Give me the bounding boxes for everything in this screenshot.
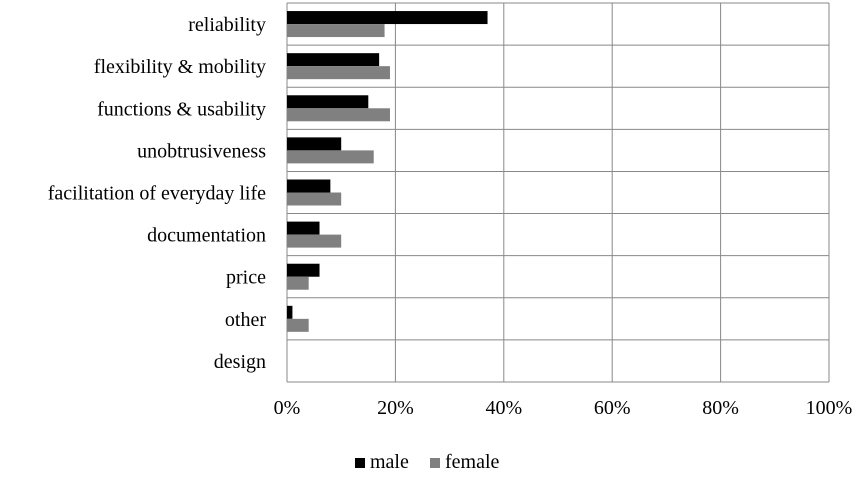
category-label: design [214, 351, 266, 373]
legend-label-female: female [445, 451, 500, 473]
bar-female [287, 192, 342, 206]
category-label: facilitation of everyday life [48, 183, 266, 205]
bar-male [287, 221, 320, 235]
grid [286, 2, 830, 383]
bar-male [287, 53, 380, 67]
x-tick-label: 0% [274, 397, 301, 419]
bar-female [287, 108, 390, 122]
category-label: functions & usability [97, 98, 266, 120]
x-tick-label: 100% [806, 397, 853, 419]
x-axis-tick-labels: 0% 20% 40% 60% 80% 100% [274, 397, 853, 419]
category-label: other [225, 309, 266, 331]
bar-male [287, 11, 488, 25]
bar-female [287, 150, 374, 164]
bar-male [287, 263, 320, 277]
x-tick-label: 60% [594, 397, 631, 419]
bar-male [287, 179, 331, 193]
category-label: reliability [188, 14, 266, 36]
x-tick-label: 80% [702, 397, 739, 419]
x-tick-label: 40% [485, 397, 522, 419]
x-tick-label: 20% [377, 397, 414, 419]
bar-male [287, 95, 369, 109]
bar-female [287, 318, 309, 332]
category-label: price [226, 267, 266, 289]
bar-female [287, 234, 342, 248]
category-label: documentation [147, 225, 266, 247]
category-label: unobtrusiveness [137, 140, 266, 162]
legend-label-male: male [370, 451, 409, 473]
bar-male [287, 305, 293, 319]
bar-female [287, 66, 390, 80]
bars [287, 11, 488, 332]
legend: male female [355, 451, 500, 473]
legend-swatch-female [430, 458, 440, 468]
legend-swatch-male [355, 458, 365, 468]
category-label: flexibility & mobility [94, 56, 266, 78]
category-labels: reliability flexibility & mobility functio… [48, 14, 267, 373]
bar-female [287, 276, 309, 290]
bar-female [287, 24, 385, 38]
bar-male [287, 137, 342, 151]
